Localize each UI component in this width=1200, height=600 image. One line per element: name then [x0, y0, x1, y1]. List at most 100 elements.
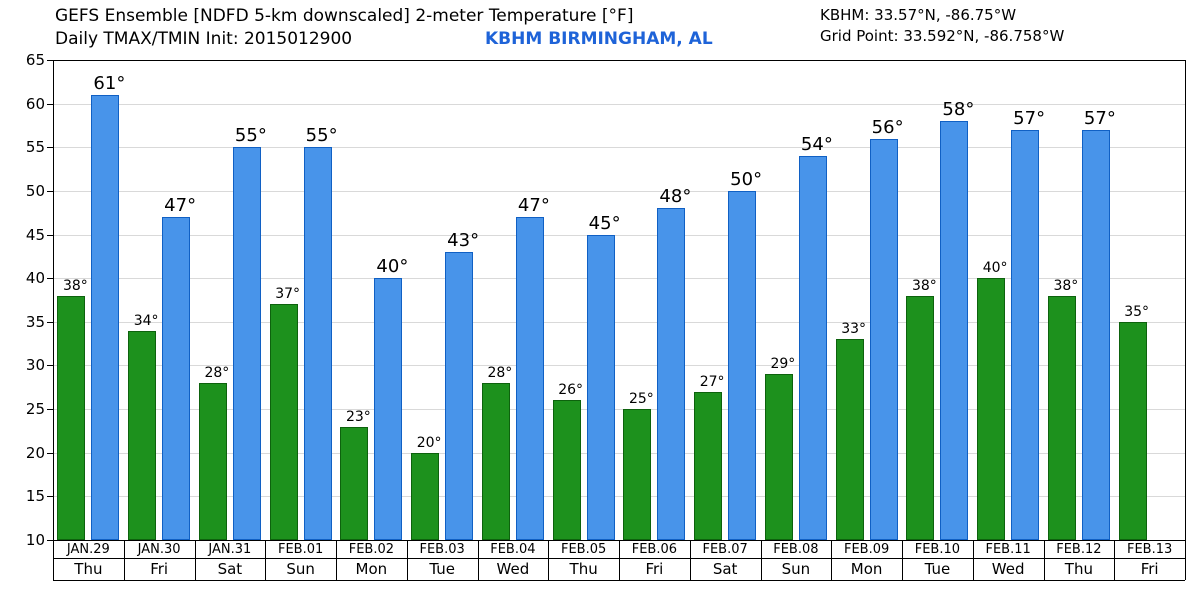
x-date-label: FEB.10 — [915, 542, 960, 557]
tmax-value-label: 50° — [730, 169, 762, 190]
tmin-bar — [906, 296, 934, 540]
tmax-bar — [516, 217, 544, 540]
tmax-value-label: 43° — [447, 230, 479, 251]
tmax-bar — [870, 139, 898, 540]
tmin-bar — [694, 392, 722, 540]
x-date-label: FEB.12 — [1056, 542, 1101, 557]
tmin-value-label: 38° — [1053, 278, 1078, 294]
x-dow-label: Fri — [645, 560, 663, 578]
x-tick — [478, 540, 479, 558]
tmin-value-label: 23° — [346, 409, 371, 425]
tmax-value-label: 55° — [306, 125, 338, 146]
tmax-value-label: 58° — [942, 99, 974, 120]
x-tick — [195, 540, 196, 558]
tmin-value-label: 33° — [841, 321, 866, 337]
tmax-bar — [374, 278, 402, 540]
x-tick-lower — [831, 558, 832, 580]
tmin-bar — [340, 427, 368, 540]
x-tick — [1114, 540, 1115, 558]
station-label: KBHM BIRMINGHAM, AL — [485, 29, 713, 49]
tmin-bar — [128, 331, 156, 540]
x-axis — [53, 60, 1185, 61]
tmax-bar — [1082, 130, 1110, 540]
x-tick — [761, 540, 762, 558]
x-tick-lower — [124, 558, 125, 580]
x-tick-lower — [336, 558, 337, 580]
x-date-label: FEB.11 — [985, 542, 1030, 557]
tmin-value-label: 37° — [275, 286, 300, 302]
tmin-value-label: 26° — [558, 382, 583, 398]
x-tick — [336, 540, 337, 558]
x-date-label: JAN.29 — [67, 542, 110, 557]
tmin-value-label: 20° — [417, 435, 442, 451]
tmax-bar — [162, 217, 190, 540]
x-dow-label: Tue — [925, 560, 951, 578]
y-tick-label: 65 — [15, 51, 45, 69]
tmin-value-label: 38° — [63, 278, 88, 294]
x-tick-lower — [548, 558, 549, 580]
x-tick-lower — [761, 558, 762, 580]
tmax-value-label: 48° — [659, 186, 691, 207]
y-tick-label: 55 — [15, 138, 45, 156]
x-dow-label: Thu — [1065, 560, 1093, 578]
plot-area: 10152025303540455055606538°61°JAN.29Thu3… — [53, 60, 1185, 540]
tmin-bar — [553, 400, 581, 540]
x-tick — [831, 540, 832, 558]
x-tick — [265, 540, 266, 558]
tmax-bar — [233, 147, 261, 540]
tmin-bar — [977, 278, 1005, 540]
x-dow-label: Sat — [218, 560, 243, 578]
tmax-value-label: 55° — [235, 125, 267, 146]
tmin-value-label: 28° — [204, 365, 229, 381]
tmax-bar — [728, 191, 756, 540]
x-tick — [902, 540, 903, 558]
y-tick-label: 60 — [15, 95, 45, 113]
x-row-line — [53, 558, 1185, 559]
y-tick-label: 50 — [15, 182, 45, 200]
x-tick — [973, 540, 974, 558]
tmax-bar — [1011, 130, 1039, 540]
tmin-value-label: 34° — [134, 313, 159, 329]
x-dow-label: Thu — [570, 560, 598, 578]
chart-title-line1: GEFS Ensemble [NDFD 5-km downscaled] 2-m… — [55, 6, 633, 26]
chart-title-line2: Daily TMAX/TMIN Init: 2015012900 — [55, 29, 352, 49]
x-tick-lower — [407, 558, 408, 580]
x-dow-label: Sun — [782, 560, 811, 578]
x-tick — [619, 540, 620, 558]
y-axis — [53, 60, 54, 540]
tmax-value-label: 40° — [376, 256, 408, 277]
x-date-label: FEB.02 — [349, 542, 394, 557]
y-tick-label: 25 — [15, 400, 45, 418]
x-tick-lower — [1044, 558, 1045, 580]
x-tick — [690, 540, 691, 558]
x-tick-lower — [478, 558, 479, 580]
x-date-label: JAN.30 — [138, 542, 181, 557]
x-dow-label: Thu — [74, 560, 102, 578]
tmax-bar — [799, 156, 827, 540]
x-tick-lower — [973, 558, 974, 580]
tmax-bar — [91, 95, 119, 540]
tmin-bar — [57, 296, 85, 540]
x-row-line — [53, 580, 1185, 581]
y-tick-label: 35 — [15, 313, 45, 331]
tmin-value-label: 29° — [770, 356, 795, 372]
y-tick-label: 45 — [15, 226, 45, 244]
tmax-value-label: 54° — [801, 134, 833, 155]
meta-line2: Grid Point: 33.592°N, -86.758°W — [820, 27, 1064, 45]
x-date-label: FEB.04 — [490, 542, 535, 557]
x-tick-lower — [619, 558, 620, 580]
y-tick-label: 10 — [15, 531, 45, 549]
y-axis — [1185, 60, 1186, 540]
tmax-value-label: 47° — [164, 195, 196, 216]
tmax-bar — [587, 235, 615, 540]
x-dow-label: Sun — [286, 560, 315, 578]
x-date-label: FEB.08 — [773, 542, 818, 557]
tmin-bar — [623, 409, 651, 540]
x-tick — [124, 540, 125, 558]
x-tick-lower — [690, 558, 691, 580]
y-tick-label: 20 — [15, 444, 45, 462]
x-tick — [1185, 540, 1186, 558]
x-date-label: FEB.06 — [632, 542, 677, 557]
tmin-bar — [482, 383, 510, 540]
x-tick-lower — [195, 558, 196, 580]
